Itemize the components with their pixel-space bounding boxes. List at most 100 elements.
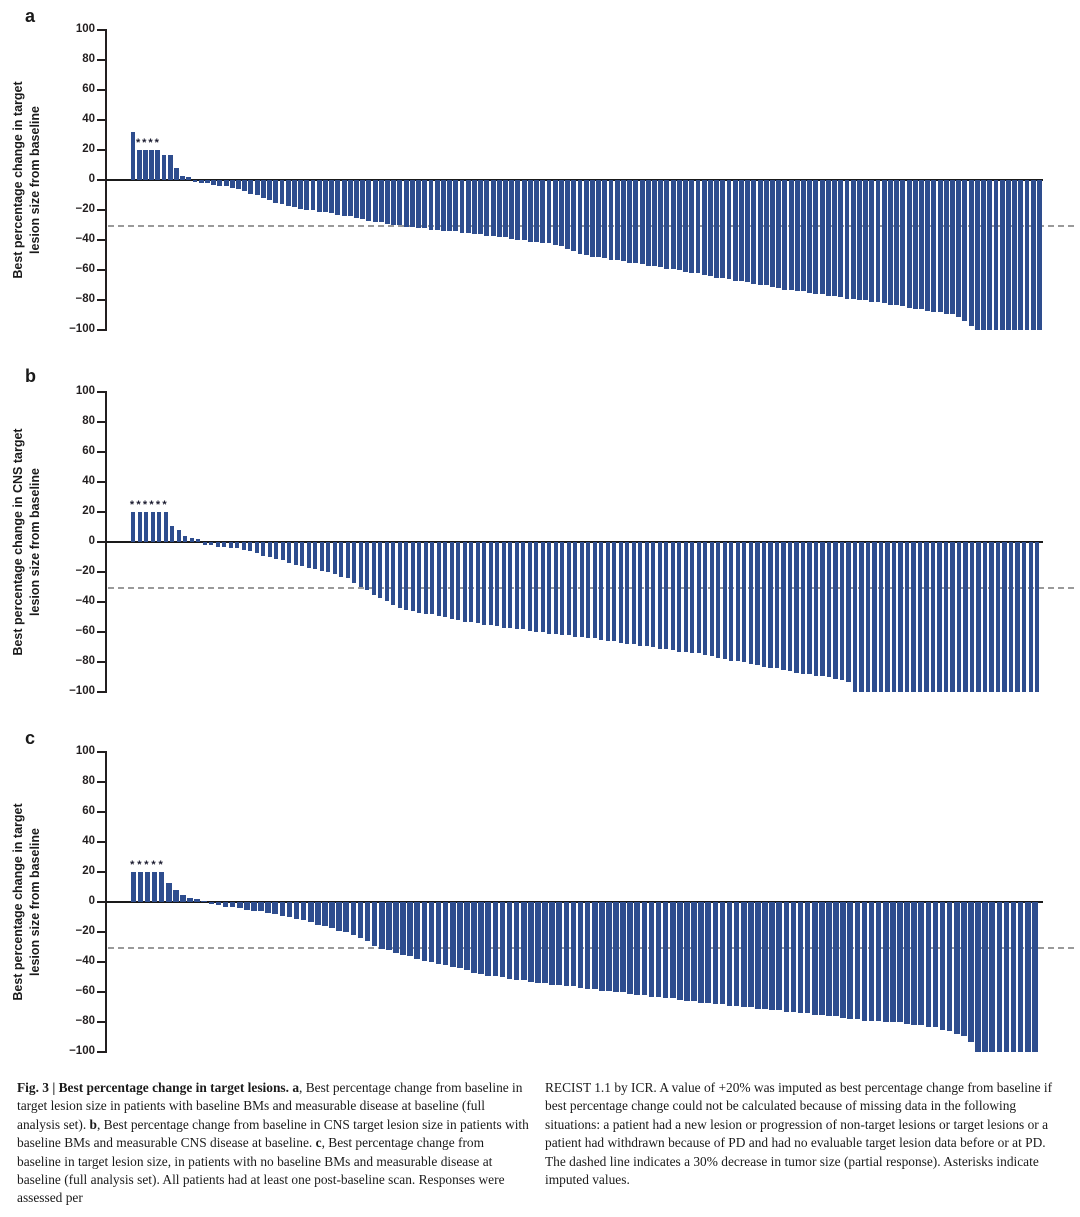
bar — [931, 180, 937, 312]
bar — [807, 180, 813, 293]
bar — [144, 512, 149, 542]
y-tick-label: 100 — [75, 744, 95, 757]
y-tick-mark — [97, 961, 105, 963]
y-tick-label: −60 — [75, 262, 95, 275]
bar — [733, 902, 740, 1006]
bar — [552, 180, 558, 245]
bar — [501, 542, 506, 628]
bar — [1028, 542, 1033, 692]
bar — [527, 180, 533, 242]
bar — [173, 168, 179, 180]
bar — [875, 902, 882, 1021]
bar — [968, 180, 974, 326]
bar — [596, 180, 602, 257]
bar — [547, 542, 552, 634]
y-tick-label: 20 — [82, 142, 95, 155]
bar — [868, 902, 875, 1021]
bar — [950, 180, 955, 314]
bar — [755, 542, 760, 665]
bar — [293, 902, 300, 919]
bar — [652, 180, 657, 266]
bar — [982, 902, 988, 1052]
bar — [783, 902, 790, 1012]
bar — [794, 542, 799, 673]
bar — [273, 180, 279, 203]
bar — [187, 897, 193, 902]
bar — [898, 542, 903, 692]
y-tick-label: −40 — [75, 594, 95, 607]
bar — [930, 542, 936, 692]
bar — [386, 902, 392, 950]
bar — [469, 542, 474, 622]
figure-caption-right-column: RECIST 1.1 by ICR. A value of +20% was i… — [545, 1079, 1069, 1189]
bar — [484, 180, 490, 236]
bar — [625, 542, 630, 644]
bar — [677, 542, 682, 652]
panel-c-y-axis-label: Best percentage change in target lesion … — [10, 742, 44, 1062]
bar — [248, 542, 253, 551]
bar — [306, 542, 311, 568]
bar — [196, 539, 201, 542]
y-tick-label: −60 — [75, 984, 95, 997]
bar — [209, 542, 214, 545]
bar — [495, 542, 500, 626]
bar — [1024, 180, 1030, 330]
bar — [414, 902, 421, 959]
bar — [229, 180, 235, 188]
bar — [345, 542, 350, 578]
bar — [859, 542, 864, 692]
bar — [748, 542, 753, 664]
caption-text-segment: b — [89, 1116, 97, 1132]
y-tick-mark — [97, 89, 105, 91]
y-tick-mark — [97, 781, 105, 783]
bar — [875, 180, 881, 302]
caption-text-segment: , Best percentage change from baseline i… — [17, 1116, 529, 1151]
bar — [788, 180, 794, 290]
bar — [267, 180, 272, 200]
bar — [542, 902, 548, 983]
bar — [248, 180, 254, 194]
bar — [804, 902, 811, 1013]
y-tick-label: −20 — [75, 564, 95, 577]
bar — [820, 542, 825, 676]
bar — [186, 177, 192, 180]
bar — [602, 180, 608, 258]
bar — [856, 180, 862, 300]
y-tick-mark — [97, 991, 105, 993]
bar — [407, 902, 413, 956]
bar — [183, 536, 188, 542]
bar — [236, 180, 241, 189]
bar — [300, 902, 307, 920]
bar — [1005, 180, 1011, 330]
bar — [761, 542, 766, 667]
y-tick-mark — [97, 871, 105, 873]
bar — [150, 512, 155, 542]
bar — [341, 180, 347, 216]
bar — [142, 150, 148, 180]
bar — [797, 902, 804, 1013]
bar — [236, 902, 243, 908]
y-tick-mark — [97, 691, 105, 693]
bar — [631, 542, 636, 644]
bar — [322, 180, 328, 212]
y-tick-mark — [97, 571, 105, 573]
y-tick-mark — [97, 1051, 105, 1053]
bar — [313, 542, 318, 569]
bar — [683, 542, 688, 652]
bar — [981, 180, 987, 330]
bar — [833, 902, 839, 1016]
imputed-asterisk: * — [148, 137, 153, 149]
bar — [235, 542, 240, 548]
bar — [513, 902, 520, 980]
bar — [378, 180, 384, 222]
y-tick-mark — [97, 451, 105, 453]
bar — [639, 180, 645, 264]
bar — [846, 542, 851, 682]
bar — [670, 180, 676, 269]
bar — [265, 902, 271, 913]
y-tick-mark — [97, 239, 105, 241]
bar — [689, 180, 695, 273]
bar — [987, 180, 993, 330]
bar — [887, 180, 893, 305]
bar — [189, 537, 194, 542]
